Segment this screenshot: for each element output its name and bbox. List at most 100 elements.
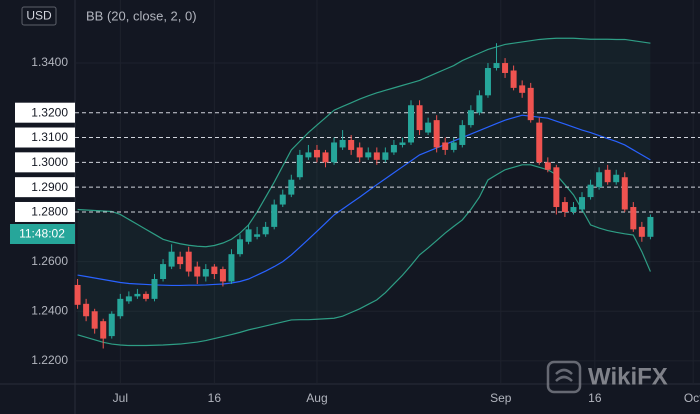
x-tick-label: 16 [208,391,222,405]
currency: USD [26,9,52,23]
candle-body [245,229,252,242]
candle-body [613,174,620,183]
y-tick-label: 1.2600 [31,254,68,268]
level-label: 1.3100 [31,130,68,144]
x-tick-label: Oct [684,391,700,405]
candle-body [100,321,107,339]
candle-body [254,234,261,237]
candle-body [237,239,244,255]
candle-body [638,226,645,237]
candle-body [373,152,380,160]
band-basis [77,114,651,287]
candle-body [202,269,209,277]
candle-body [416,105,423,131]
candle-body [425,122,432,133]
level-label: 1.2800 [31,205,68,219]
indicator-legend: BB (20, close, 2, 0) [86,8,197,23]
candle-body [467,110,474,126]
candle-body [74,284,81,305]
watermark-logo [546,360,582,394]
candle-body [536,122,543,163]
level-label: 1.2900 [31,180,68,194]
x-tick-label: Jul [113,391,128,405]
candle-body [570,207,577,212]
candle-body [587,184,594,198]
candle-body [459,125,466,145]
level-label: 1.3000 [31,155,68,169]
candle-body [647,216,654,237]
candle-body [177,256,184,265]
y-tick-label: 1.2400 [31,303,68,317]
candle-body [313,149,320,158]
candle-body [390,144,397,153]
candle-body [356,147,363,158]
watermark: WikiFX [588,363,668,390]
level-box [15,102,75,123]
plot: 1.2200 1.2400 1.2600 1.3400 Jul 16 Aug Sep 16 Oct [31,0,700,405]
candle-body [288,179,295,195]
candle-body [365,152,372,158]
candle-body [561,202,568,212]
candle-body [476,95,483,113]
level-box [15,201,75,222]
candle-body [382,152,389,160]
candle-body [433,120,440,148]
level-label: 1.3200 [31,105,68,119]
x-tick-label: 16 [588,391,602,405]
candle-body [484,68,491,96]
countdown: 11:48:02 [19,227,65,241]
level-box [15,177,75,198]
countdown-box [10,224,75,244]
candle-body [271,204,278,227]
candle-body [450,142,457,150]
y-tick-label: 1.3400 [31,55,68,69]
candle-body [442,142,449,150]
candle-body [108,313,115,337]
candle-body [151,279,158,299]
level-box [15,152,75,173]
candle-body [125,296,132,302]
candle-body [134,293,141,297]
candle-body [553,167,560,208]
candle-body [630,207,637,230]
candle-body [117,298,124,317]
candle-body [493,63,500,69]
candle-body [348,139,355,150]
candle-body [399,142,406,145]
band-fill [77,38,651,346]
candle-body [408,105,415,143]
candle-body [185,251,192,272]
candle-body [279,194,286,205]
candle-body [519,85,526,93]
candle-body [211,266,218,275]
candle-body [322,152,329,163]
candle-body [160,264,167,280]
candle-body [219,269,226,282]
currency-box [21,6,57,26]
candle-body [142,293,149,299]
candle-body [604,169,611,183]
x-tick-label: Aug [306,391,327,405]
x-tick-label: Sep [490,391,512,405]
candle-body [262,226,269,235]
candle-body [579,197,586,210]
level-box [15,127,75,148]
candle-body [91,311,98,329]
candle-body [544,162,551,170]
candle-body [510,70,517,88]
candle-body [527,87,534,121]
candle-body [168,251,175,267]
candle-body [502,63,509,73]
candle-body [621,177,628,210]
watermark-logo [555,368,573,382]
candle-body [331,142,338,163]
band-upper [77,37,651,248]
candle-body [596,172,603,188]
candle-body [339,139,346,148]
candle-body [305,152,312,158]
candle-body [194,266,201,277]
candle-body [296,154,303,178]
candle-body [83,303,90,317]
